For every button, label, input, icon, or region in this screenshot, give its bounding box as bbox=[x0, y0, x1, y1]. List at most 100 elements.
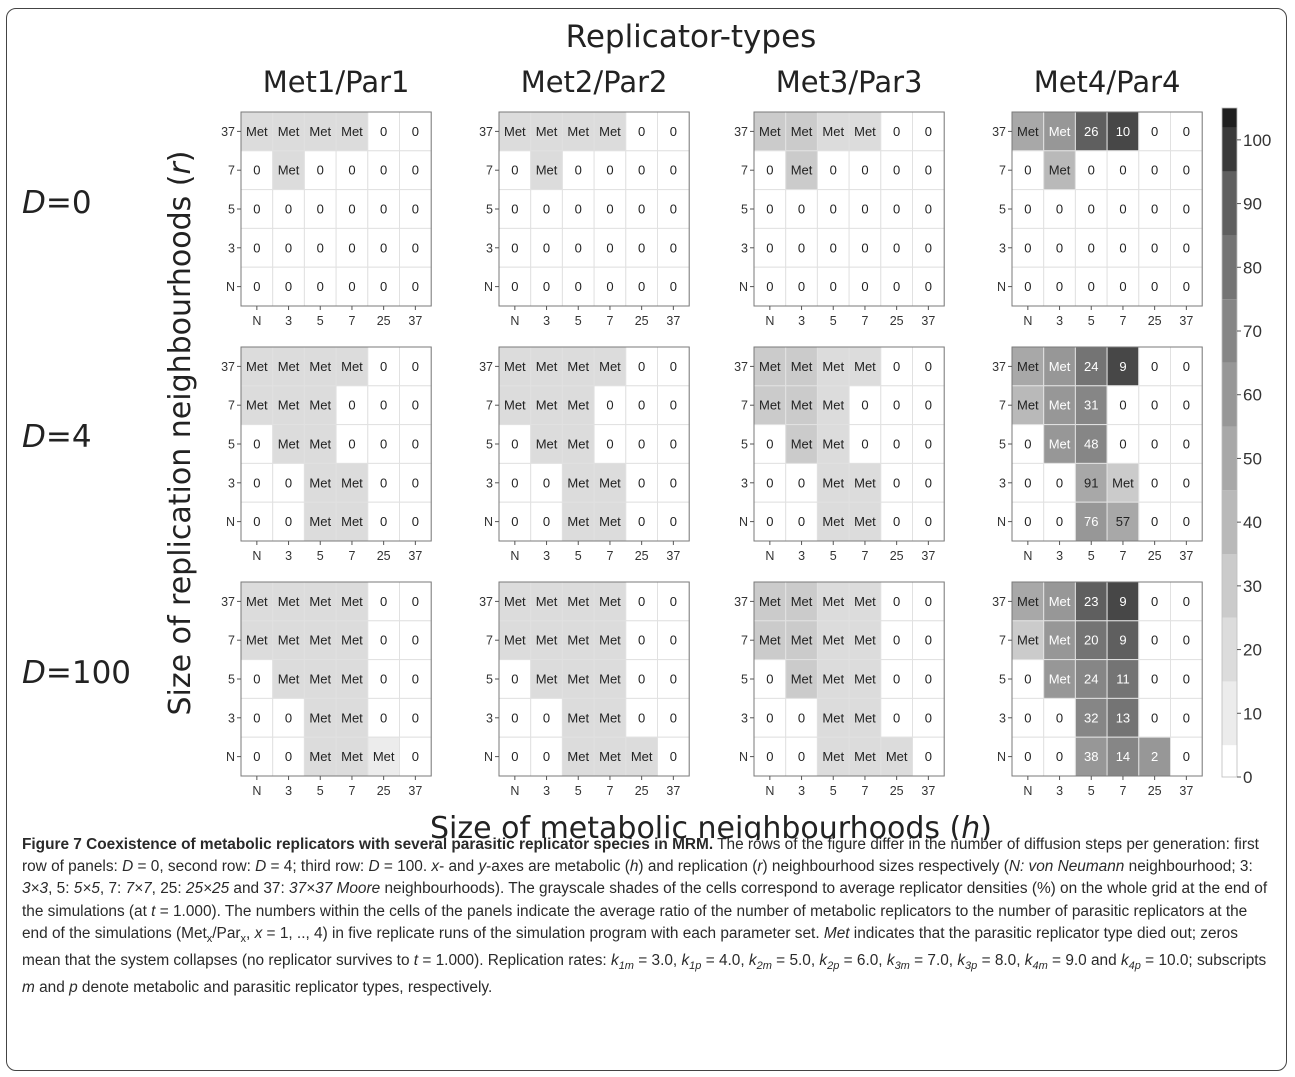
cell-label: Met bbox=[854, 594, 876, 609]
x-tick-label: 3 bbox=[1056, 549, 1063, 563]
cell-label: 0 bbox=[511, 279, 518, 294]
heatmap-cell bbox=[1043, 227, 1076, 268]
x-tick-label: N bbox=[252, 549, 261, 563]
heatmap-cell bbox=[912, 697, 945, 738]
cell-label: Met bbox=[278, 437, 300, 452]
cell-label: Met bbox=[822, 633, 844, 648]
cell-label: Met bbox=[567, 710, 589, 725]
cell-label: 0 bbox=[893, 359, 900, 374]
heatmap-cell bbox=[399, 111, 432, 152]
cell-label: Met bbox=[567, 749, 589, 764]
heatmap-cell bbox=[498, 581, 532, 622]
cell-label: 0 bbox=[861, 163, 868, 178]
heatmap-figure: Replicator-types Size of metabolic neigh… bbox=[22, 19, 1271, 840]
cell-label: Met bbox=[309, 475, 331, 490]
cell-label: Met bbox=[309, 398, 331, 413]
caption-fragment: 2m bbox=[756, 960, 772, 973]
cell-label: 0 bbox=[925, 202, 932, 217]
cell-label: 0 bbox=[1183, 202, 1190, 217]
heatmap-cell bbox=[848, 697, 882, 738]
caption-fragment: x bbox=[240, 932, 247, 945]
heatmap-cell bbox=[530, 424, 563, 464]
caption-fragment: , bbox=[246, 924, 255, 942]
heatmap-cell bbox=[272, 189, 305, 229]
cell-label: Met bbox=[822, 398, 844, 413]
cell-label: 0 bbox=[348, 163, 355, 178]
x-tick-label: 5 bbox=[830, 549, 837, 563]
cell-label: 0 bbox=[1088, 240, 1095, 255]
cell-label: 0 bbox=[1088, 163, 1095, 178]
cell-label: 0 bbox=[798, 475, 805, 490]
cell-label: Met bbox=[504, 359, 526, 374]
heatmap-cell bbox=[303, 620, 337, 661]
heatmap-cell bbox=[1106, 620, 1140, 661]
heatmap-cell bbox=[593, 501, 627, 542]
heatmap-cell bbox=[303, 227, 337, 268]
heatmap-cell bbox=[816, 385, 850, 426]
cell-label: 0 bbox=[638, 710, 645, 725]
cell-label: 0 bbox=[380, 514, 387, 529]
row-title: D=4 bbox=[22, 419, 92, 455]
heatmap-cell bbox=[1106, 462, 1140, 503]
cell-label: 0 bbox=[638, 633, 645, 648]
colorbar-tick-label: 70 bbox=[1243, 322, 1262, 341]
cell-label: 0 bbox=[893, 710, 900, 725]
cell-label: Met bbox=[567, 594, 589, 609]
cell-label: 0 bbox=[893, 279, 900, 294]
heatmap-cell bbox=[240, 424, 274, 464]
y-tick-label: 3 bbox=[741, 711, 748, 725]
x-tick-label: 37 bbox=[921, 549, 935, 563]
cell-label: Met bbox=[246, 398, 268, 413]
cell-label: 0 bbox=[1183, 240, 1190, 255]
cell-label: 0 bbox=[638, 672, 645, 687]
heatmap-cell bbox=[498, 736, 532, 777]
heatmap-cell bbox=[335, 462, 369, 503]
cell-label: 0 bbox=[861, 202, 868, 217]
x-tick-label: 3 bbox=[285, 549, 292, 563]
caption-fragment: k bbox=[748, 952, 757, 970]
cell-label: 0 bbox=[412, 633, 419, 648]
cell-label: 38 bbox=[1084, 749, 1098, 764]
caption-fragment: The rows of the figure differ in the num… bbox=[22, 836, 1259, 876]
x-tick-label: 5 bbox=[317, 549, 324, 563]
x-tick-label: 7 bbox=[606, 784, 613, 798]
heatmap-cell bbox=[785, 424, 818, 464]
caption-fragment: - and bbox=[439, 858, 479, 876]
colorbar-border bbox=[1221, 107, 1238, 778]
cell-label: 0 bbox=[543, 749, 550, 764]
caption-fragment: k bbox=[610, 952, 619, 970]
x-tick-label: 3 bbox=[1056, 784, 1063, 798]
cell-label: Met bbox=[822, 672, 844, 687]
y-tick-label: 5 bbox=[486, 203, 493, 217]
heatmap-cell bbox=[1138, 266, 1172, 307]
cell-label: Met bbox=[1049, 633, 1071, 648]
cell-label: 13 bbox=[1116, 710, 1130, 725]
x-tick-label: 3 bbox=[543, 314, 550, 328]
heatmap-cell bbox=[335, 424, 369, 464]
y-tick-label: 7 bbox=[486, 164, 493, 178]
cell-label: Met bbox=[822, 594, 844, 609]
cell-label: Met bbox=[791, 633, 813, 648]
x-tick-label: 7 bbox=[861, 314, 868, 328]
caption-fragment: Met bbox=[823, 924, 850, 942]
cell-label: Met bbox=[791, 359, 813, 374]
cell-label: Met bbox=[278, 398, 300, 413]
heatmap-cell bbox=[1106, 501, 1140, 542]
cell-label: 0 bbox=[511, 240, 518, 255]
heatmap-cell bbox=[1043, 266, 1076, 307]
y-tick-label: 7 bbox=[228, 399, 235, 413]
cell-label: 0 bbox=[670, 398, 677, 413]
heatmap-cell bbox=[1138, 697, 1172, 738]
y-tick-label: N bbox=[997, 750, 1006, 764]
x-tick-label: 37 bbox=[666, 784, 680, 798]
heatmap-cell bbox=[657, 620, 690, 661]
heatmap-cell bbox=[625, 501, 658, 542]
cell-label: Met bbox=[1112, 475, 1134, 490]
caption-fragment: /Par bbox=[212, 924, 241, 942]
heatmap-cell bbox=[912, 266, 945, 307]
cell-label: 0 bbox=[893, 475, 900, 490]
cell-label: Met bbox=[341, 672, 363, 687]
colorbar-tick-label: 60 bbox=[1243, 386, 1262, 405]
heatmap-cell bbox=[272, 697, 305, 738]
heatmap-cell bbox=[1011, 424, 1045, 464]
